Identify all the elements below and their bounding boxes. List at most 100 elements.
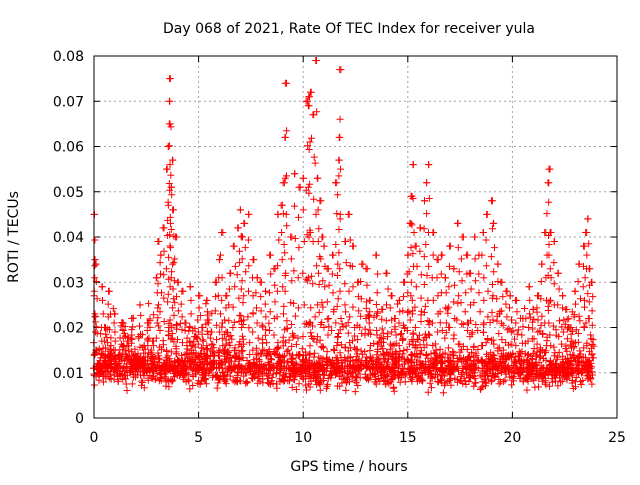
roti-data-point xyxy=(94,360,102,368)
roti-data-point xyxy=(333,179,341,187)
roti-data-point xyxy=(144,319,152,327)
y-tick-label: 0.07 xyxy=(53,94,84,110)
roti-data-point xyxy=(96,369,104,377)
roti-data-point xyxy=(488,197,495,205)
roti-data-point xyxy=(312,57,320,64)
roti-data-point xyxy=(203,296,211,304)
roti-data-point xyxy=(409,161,417,169)
roti-data-point xyxy=(475,251,483,259)
roti-data-point xyxy=(163,165,171,173)
roti-data-point xyxy=(140,342,148,350)
roti-data-point xyxy=(111,310,119,318)
roti-data-point xyxy=(307,88,314,96)
y-tick-label: 0.05 xyxy=(53,185,84,201)
roti-data-point xyxy=(257,278,265,286)
roti-data-point xyxy=(314,174,322,182)
roti-data-point xyxy=(168,156,176,164)
roti-data-point xyxy=(157,251,165,259)
roti-data-point xyxy=(324,265,332,273)
roti-data-point xyxy=(550,238,558,245)
roti-data-point xyxy=(336,133,344,141)
roti-data-point xyxy=(262,287,269,295)
roti-data-point xyxy=(391,315,399,322)
roti-data-point xyxy=(442,274,449,282)
roti-data-point xyxy=(98,283,106,291)
roti-data-point xyxy=(287,233,295,241)
roti-data-point xyxy=(354,278,362,286)
roti-data-point xyxy=(249,256,257,264)
roti-data-point xyxy=(241,219,249,227)
y-tick-label: 0.02 xyxy=(53,321,84,337)
roti-data-point xyxy=(506,292,514,300)
roti-data-point xyxy=(295,183,303,191)
roti-data-point xyxy=(195,292,203,300)
y-tick-label: 0.01 xyxy=(53,366,84,382)
roti-data-point xyxy=(230,242,238,250)
roti-data-point xyxy=(165,120,173,128)
roti-data-point xyxy=(186,283,194,291)
roti-data-point xyxy=(166,97,174,105)
x-tick-label: 20 xyxy=(503,430,521,446)
roti-data-point xyxy=(172,233,180,241)
roti-data-point xyxy=(467,269,475,277)
roti-data-point xyxy=(563,305,571,313)
roti-data-point xyxy=(132,355,140,363)
roti-data-point xyxy=(335,156,343,164)
roti-data-point xyxy=(421,197,428,205)
roti-data-point xyxy=(362,265,370,273)
y-tick-label: 0 xyxy=(75,411,84,427)
roti-data-point xyxy=(408,192,416,200)
roti-data-point xyxy=(281,133,289,141)
roti-data-point xyxy=(349,242,357,250)
roti-data-point xyxy=(345,210,353,218)
roti-data-point xyxy=(525,283,533,291)
y-tick-label: 0.06 xyxy=(53,140,84,156)
roti-data-point xyxy=(529,305,537,313)
roti-data-point xyxy=(149,337,157,345)
x-tick-label: 15 xyxy=(399,430,417,446)
roti-data-point xyxy=(429,229,437,236)
scatter-points xyxy=(90,57,598,397)
roti-data-point xyxy=(226,269,234,277)
roti-data-point xyxy=(423,179,431,187)
x-tick-label: 25 xyxy=(608,430,626,446)
roti-data-point xyxy=(101,324,108,331)
roti-data-point xyxy=(567,324,575,331)
roti-data-point xyxy=(278,201,286,209)
roti-data-point xyxy=(318,233,326,241)
roti-data-point xyxy=(236,206,244,214)
roti-data-point xyxy=(387,292,395,300)
roti-data-point xyxy=(446,242,454,250)
roti-data-point xyxy=(136,301,144,309)
roti-data-point xyxy=(239,233,246,241)
roti-data-point xyxy=(546,229,554,236)
roti-data-point xyxy=(538,260,546,268)
roti-data-point xyxy=(571,287,579,295)
chart-title: Day 068 of 2021, Rate Of TEC Index for r… xyxy=(163,21,535,37)
roti-data-point xyxy=(299,174,307,182)
roti-data-point xyxy=(119,319,127,327)
roti-data-point xyxy=(174,278,182,286)
roti-data-point xyxy=(358,260,366,268)
roti-noise-band xyxy=(90,294,598,397)
roti-data-point xyxy=(534,292,541,300)
roti-data-point xyxy=(329,251,336,259)
roti-data-point xyxy=(519,315,527,322)
x-tick-label: 5 xyxy=(194,430,203,446)
roti-data-point xyxy=(404,251,412,259)
y-tick-label: 0.04 xyxy=(53,230,84,246)
roti-data-point xyxy=(124,337,131,345)
roti-data-point xyxy=(170,206,177,214)
roti-data-point xyxy=(234,224,242,232)
roti-data-point xyxy=(245,210,253,218)
roti-data-point xyxy=(190,333,198,341)
roti-data-point xyxy=(182,319,190,327)
roti-data-point xyxy=(274,210,282,218)
x-axis-label: GPS time / hours xyxy=(290,459,407,475)
roti-data-point xyxy=(91,256,99,264)
roti-data-point xyxy=(379,305,387,313)
roti-data-point xyxy=(366,296,374,304)
roti-data-point xyxy=(341,238,349,245)
y-tick-label: 0.08 xyxy=(53,49,84,65)
